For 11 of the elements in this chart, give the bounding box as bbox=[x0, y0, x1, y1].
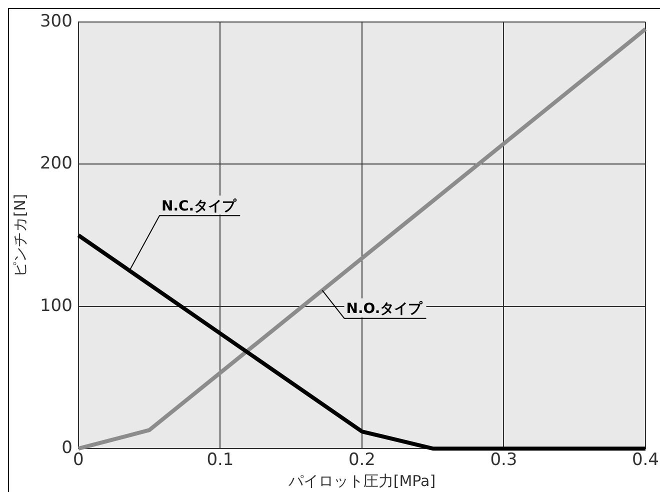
x-tick-label: 0.4 bbox=[632, 450, 660, 470]
y-axis-title: ピンチカ[N] bbox=[10, 194, 29, 277]
y-tick-label: 100 bbox=[40, 296, 72, 316]
text: N.C.タイプ bbox=[161, 197, 238, 214]
series-label: N.O.タイプ bbox=[346, 300, 424, 317]
x-tick-label: 0.3 bbox=[490, 450, 518, 470]
y-tick-label: 200 bbox=[40, 154, 72, 174]
x-tick-label: 0.2 bbox=[348, 450, 376, 470]
x-tick-label: 0.1 bbox=[206, 450, 234, 470]
y-tick-label: 300 bbox=[40, 11, 72, 32]
x-axis-title: パイロット圧力[MPa] bbox=[287, 472, 436, 490]
